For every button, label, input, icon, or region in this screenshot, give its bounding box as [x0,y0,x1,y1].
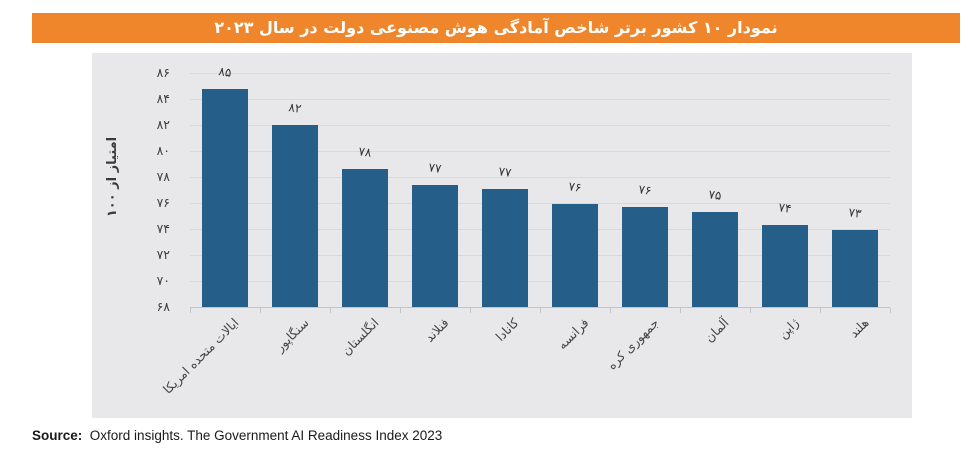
x-axis-tick [680,308,681,313]
bar-value-label: ۷۷ [497,164,513,180]
bar-value-label: ۷۳ [847,205,863,221]
bar-value-label: ۷۶ [567,179,583,195]
bar [622,207,668,307]
bar-value-label: ۷۵ [707,187,723,203]
bar [342,169,388,307]
x-axis-tick [260,308,261,313]
x-category-label: سنگاپور [272,315,312,355]
x-axis-tick [820,308,821,313]
x-category-label: ایالات متحده امریکا [159,315,242,397]
x-category-label: آلمان [701,315,732,346]
bar-value-label: ۷۴ [777,200,793,216]
bar-value-label: ۷۸ [357,144,373,160]
y-tick-label: ۸۰ [156,143,170,158]
x-category-label: فرانسه [554,315,592,353]
bar [762,225,808,307]
bar [482,189,528,307]
gridline [190,255,890,256]
bar [202,89,248,307]
gridline [190,203,890,204]
chart-panel: امتیاز از ۱۰۰ ۸۶ ۸۴ ۸۲ ۸۰ ۷۸ ۷۶ ۷۴ ۷۲ ۷۰ ۶۸ ۸۵ ایال… [92,53,912,418]
bar-value-label: ۷۶ [637,182,653,198]
gridline [190,151,890,152]
bar-value-label: ۷۷ [427,160,443,176]
gridline [190,229,890,230]
y-tick-label: ۷۰ [156,273,170,288]
x-category-label: انگلستان [338,315,382,359]
bar [692,212,738,307]
x-axis-tick [890,308,891,313]
x-axis-tick [400,308,401,313]
y-tick-label: ۸۶ [156,65,170,80]
x-category-label: کانادا [492,315,522,345]
bar [552,204,598,307]
source-note: Source: Oxford insights. The Government … [32,428,442,443]
bar [832,230,878,307]
source-label: Source: [32,428,83,443]
y-tick-label: ۷۴ [156,221,170,236]
x-category-label: هلند [846,315,872,341]
x-category-label: جمهوری کره [604,315,662,373]
y-tick-label: ۷۲ [156,247,170,262]
gridline [190,125,890,126]
chart-title-bar: نمودار ۱۰ کشور برتر شاخص آمادگی هوش مصنو… [32,13,960,43]
x-axis-tick [750,308,751,313]
x-category-label: ژاپن [775,315,802,342]
bar [272,125,318,307]
bar [412,185,458,307]
chart-title: نمودار ۱۰ کشور برتر شاخص آمادگی هوش مصنو… [214,18,778,37]
x-axis-tick [540,308,541,313]
bar-value-label: ۸۲ [287,100,303,116]
x-axis-tick [190,308,191,313]
gridline [190,281,890,282]
y-tick-label: ۷۶ [156,195,170,210]
x-axis-tick [470,308,471,313]
y-tick-label: ۸۴ [156,91,170,106]
bar-value-label: ۸۵ [217,64,233,80]
x-axis-tick [610,308,611,313]
gridline [190,73,890,74]
gridline [190,177,890,178]
x-axis-tick [330,308,331,313]
y-tick-label: ۶۸ [156,299,170,314]
source-text-value: Oxford insights. The Government AI Readi… [89,428,443,443]
y-tick-label: ۷۸ [156,169,170,184]
x-axis-line [190,307,890,308]
gridline [190,99,890,100]
y-tick-label: ۸۲ [156,117,170,132]
x-category-label: فنلاند [421,315,452,345]
